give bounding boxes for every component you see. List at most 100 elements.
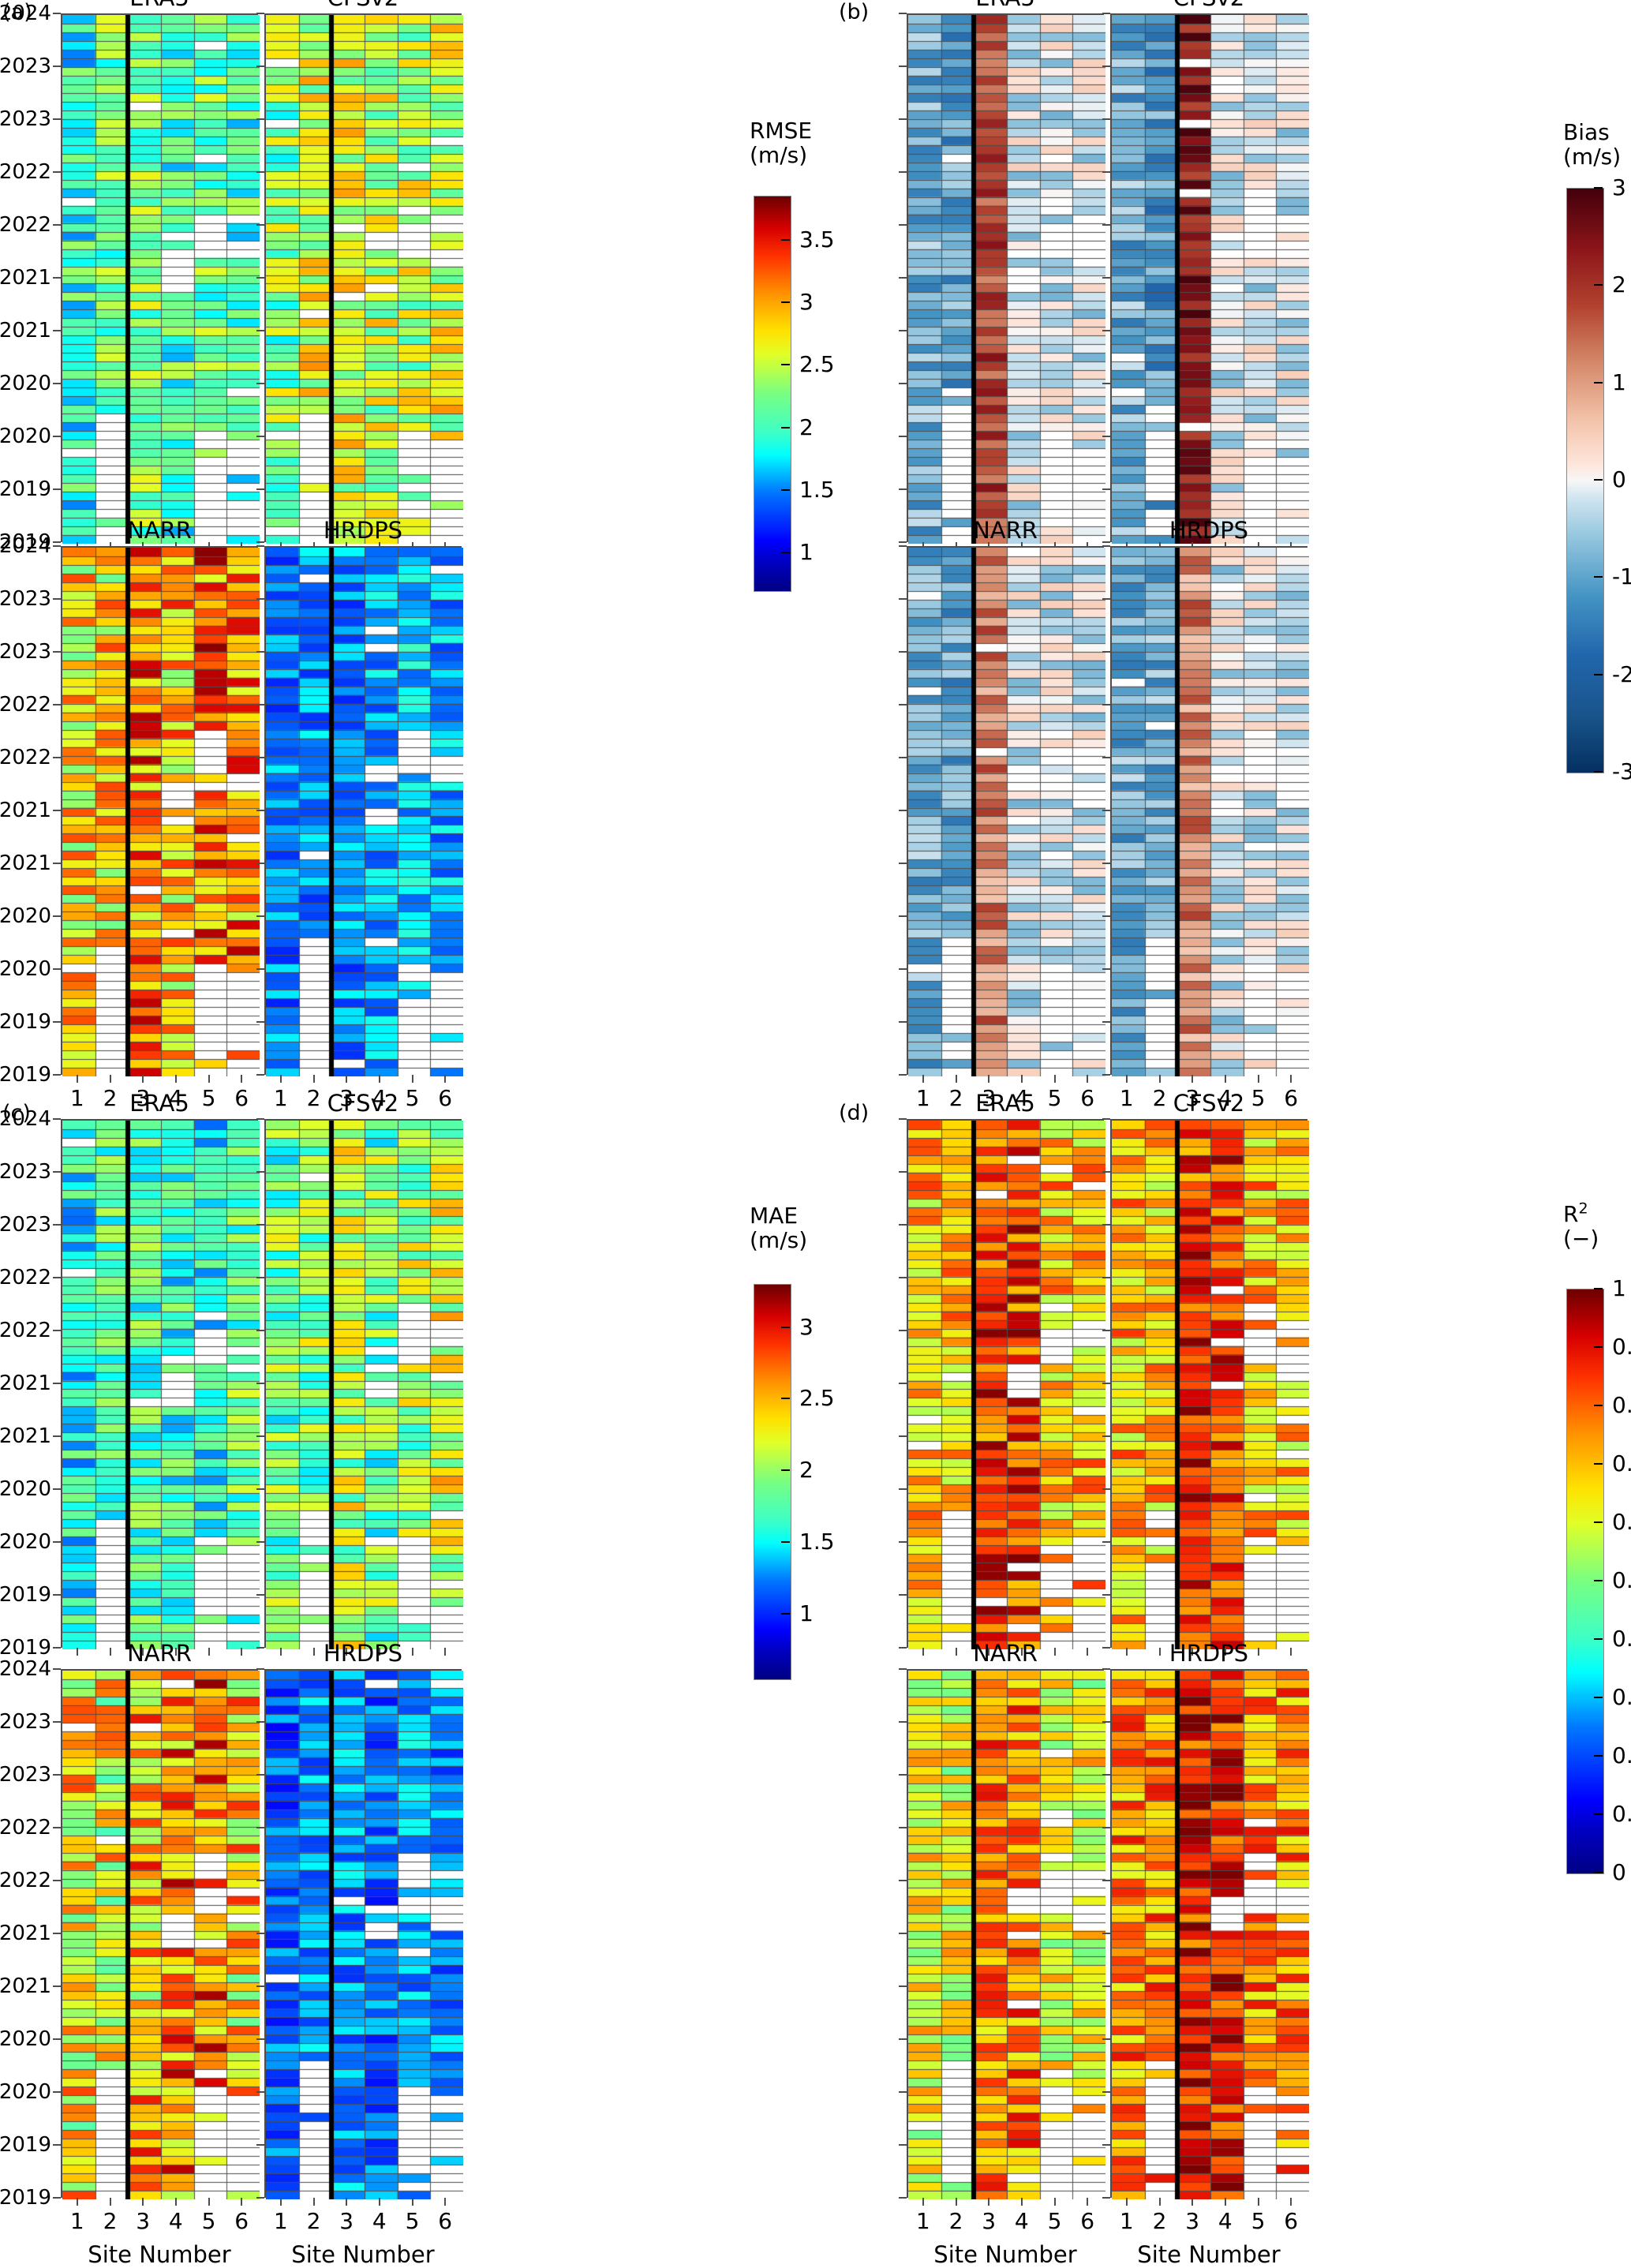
y-tick bbox=[53, 1330, 61, 1331]
colorbar-tick-label: 0.5 bbox=[1612, 1567, 1631, 1593]
y-axis-label: 01/2024 bbox=[0, 1107, 51, 1131]
y-tick bbox=[899, 1541, 907, 1543]
y-tick bbox=[53, 2144, 61, 2146]
x-tick bbox=[109, 1075, 111, 1083]
y-axis-label: 01/2024 bbox=[0, 534, 51, 558]
x-axis-tick-label: 1 bbox=[1119, 2208, 1134, 2234]
panel-b-letter: (b) bbox=[839, 0, 870, 24]
subplot-title: CFSv2 bbox=[1110, 0, 1307, 9]
colorbar-tick bbox=[1594, 771, 1603, 773]
colorbar-tick-label: 0.1 bbox=[1612, 1801, 1631, 1827]
y-tick bbox=[53, 171, 61, 173]
y-tick bbox=[1102, 1668, 1110, 1670]
subplot-title: NARR bbox=[973, 517, 1038, 544]
panel-a-letter: (a) bbox=[2, 0, 32, 24]
y-tick bbox=[1102, 1435, 1110, 1437]
x-axis-tick-label: 3 bbox=[1185, 2208, 1200, 2234]
colorbar: R2(−) 0 0.1 0.2 0.3 0.4 0.5 0.6 0.7 0.8 0.9 1 bbox=[816, 1101, 1631, 2242]
y-tick bbox=[899, 915, 907, 917]
x-tick bbox=[142, 1075, 144, 1083]
colorbar-tick bbox=[781, 301, 790, 303]
panel-d-letter-wrap: (d) ERA5 CFSv2 NARR 1 2 3 4 5 6 Site Number HRDPS 1… bbox=[816, 1092, 1631, 2266]
y-tick bbox=[899, 863, 907, 864]
y-tick bbox=[256, 436, 264, 437]
x-axis-tick-label: 1 bbox=[69, 1085, 84, 1111]
y-tick bbox=[256, 2091, 264, 2093]
y-tick bbox=[53, 1277, 61, 1278]
subplot-era5: ERA5 bbox=[899, 1092, 1105, 1656]
y-tick bbox=[1102, 224, 1110, 226]
y-tick bbox=[899, 1435, 907, 1437]
y-tick bbox=[899, 810, 907, 811]
colorbar-tick bbox=[1594, 479, 1603, 481]
x-tick bbox=[76, 2198, 78, 2206]
y-tick bbox=[899, 436, 907, 437]
x-axis-tick-label: 5 bbox=[405, 1085, 420, 1111]
y-tick bbox=[1102, 1277, 1110, 1278]
colorbar-tick bbox=[781, 1326, 790, 1328]
subplot-title: NARR bbox=[127, 517, 192, 544]
y-tick bbox=[256, 651, 264, 653]
colorbar-gradient bbox=[754, 1284, 791, 1680]
x-tick bbox=[208, 1075, 210, 1083]
heatmap-grid bbox=[907, 1119, 1105, 1649]
y-axis-label: 07/2020 bbox=[0, 1477, 51, 1501]
colorbar-tick bbox=[1594, 576, 1603, 578]
y-tick bbox=[1102, 541, 1110, 543]
heatmap-grid bbox=[264, 1119, 463, 1649]
x-tick bbox=[346, 1648, 348, 1656]
y-tick bbox=[899, 2197, 907, 2199]
y-tick bbox=[1102, 1774, 1110, 1776]
x-tick bbox=[411, 1075, 413, 1083]
y-tick bbox=[1102, 2038, 1110, 2040]
x-tick bbox=[1158, 1075, 1161, 1083]
y-tick bbox=[256, 1668, 264, 1670]
colorbar-tick bbox=[1594, 1755, 1603, 1757]
y-tick bbox=[1102, 915, 1110, 917]
x-axis-tick-label: 2 bbox=[1152, 2208, 1167, 2234]
colorbar-tick-label: 3 bbox=[799, 1313, 814, 1340]
y-tick bbox=[1102, 488, 1110, 490]
y-tick bbox=[1102, 704, 1110, 705]
y-tick bbox=[899, 488, 907, 490]
x-tick bbox=[1290, 2198, 1292, 2206]
x-axis-tick-label: 6 bbox=[1080, 2208, 1095, 2234]
x-axis-tick-label: 1 bbox=[915, 1085, 930, 1111]
colorbar-tick bbox=[1594, 1521, 1603, 1523]
y-tick bbox=[1102, 757, 1110, 758]
x-tick bbox=[1224, 2198, 1226, 2206]
y-tick bbox=[1102, 436, 1110, 437]
x-tick bbox=[922, 2198, 924, 2206]
y-tick bbox=[256, 704, 264, 705]
y-tick bbox=[53, 65, 61, 67]
y-axis-label: 01/2022 bbox=[0, 746, 51, 769]
x-axis-tick-label: 1 bbox=[273, 2208, 288, 2234]
y-tick bbox=[1102, 968, 1110, 970]
x-tick bbox=[346, 1075, 348, 1083]
x-tick bbox=[1158, 2198, 1161, 2206]
y-tick bbox=[899, 1774, 907, 1776]
y-axis-label: 07/2021 bbox=[0, 799, 51, 822]
y-axis-label: 07/2023 bbox=[0, 587, 51, 611]
x-tick bbox=[279, 2198, 282, 2206]
x-axis-tick-label: 4 bbox=[372, 2208, 387, 2234]
y-tick bbox=[53, 1118, 61, 1120]
colorbar-tick bbox=[781, 1469, 790, 1472]
colorbar-tick bbox=[1594, 381, 1603, 384]
y-tick bbox=[53, 383, 61, 384]
y-axis-label: 07/2023 bbox=[0, 54, 51, 78]
y-tick bbox=[53, 1647, 61, 1649]
y-tick bbox=[256, 915, 264, 917]
x-axis-tick-label: 4 bbox=[1014, 2208, 1029, 2234]
y-tick bbox=[53, 651, 61, 653]
y-tick bbox=[256, 1541, 264, 1543]
y-axis-label: 01/2019 bbox=[0, 1636, 51, 1660]
panel-a-rmse: (a) ERA5 01/2024 07/2023 01/2023 07/2022 01/2… bbox=[0, 0, 835, 1143]
colorbar-tick-label: 1 bbox=[1612, 369, 1626, 395]
y-tick bbox=[256, 1021, 264, 1023]
heatmap-grid bbox=[264, 1669, 463, 2199]
colorbar: MAE (m/s) 1 1.5 2 2.5 3 bbox=[0, 1101, 835, 2242]
y-tick bbox=[1102, 65, 1110, 67]
